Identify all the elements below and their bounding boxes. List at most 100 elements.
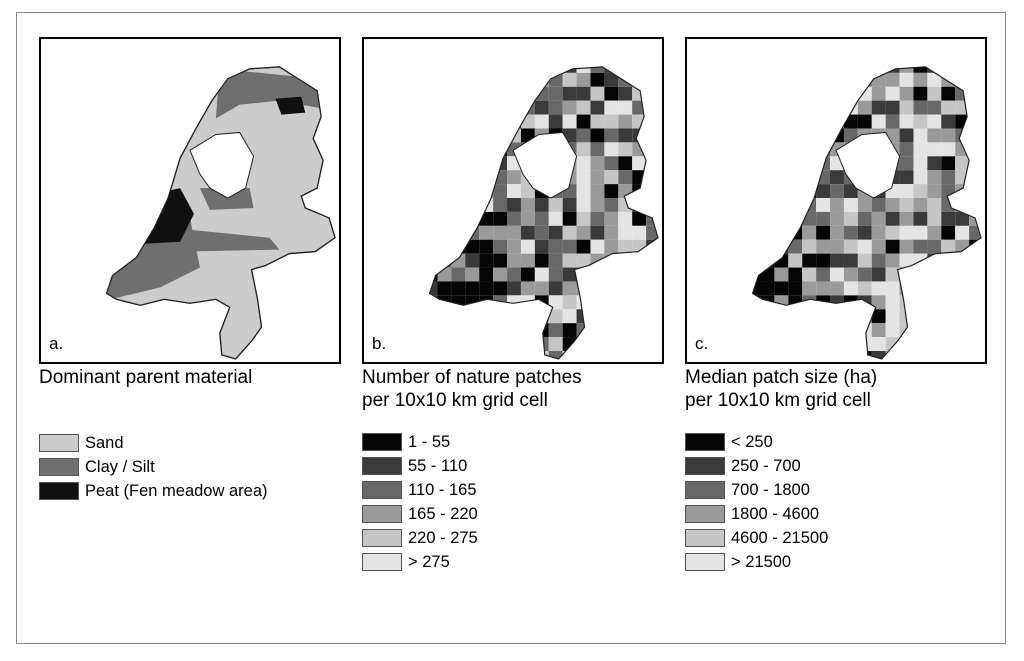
grid-cell (830, 198, 844, 212)
grid-cell (927, 156, 942, 171)
grid-cell (493, 128, 508, 143)
grid-cell (451, 86, 466, 101)
panel-label: b. (372, 334, 387, 353)
grid-cell (899, 86, 914, 101)
grid-cell (429, 267, 438, 282)
panel-title-line: Number of nature patches (362, 367, 582, 388)
grid-cell (632, 211, 647, 226)
legend-swatch (685, 505, 725, 523)
grid-cell (774, 142, 789, 157)
grid-cell (955, 295, 970, 310)
grid-cell (843, 337, 858, 351)
grid-cell (465, 142, 480, 157)
grid-cell (913, 100, 928, 115)
legend-item: Clay / Silt (39, 455, 345, 479)
grid-cell (465, 128, 480, 143)
grid-cell (857, 295, 872, 310)
grid-cell (816, 350, 831, 359)
grid-cell (983, 240, 985, 254)
grid-cell (752, 309, 761, 324)
grid-cell (562, 253, 577, 268)
legend-label: > 275 (408, 552, 450, 571)
grid-cell (465, 66, 480, 73)
grid-cell (899, 170, 914, 185)
grid-cell (590, 309, 605, 324)
grid-cell (507, 253, 521, 268)
grid-cell (660, 115, 662, 129)
grid-cell (830, 100, 844, 115)
grid-cell (774, 309, 789, 324)
grid-cell (816, 72, 831, 87)
grid-cell (437, 350, 452, 359)
grid-cell (955, 267, 970, 282)
grid-cell (941, 281, 956, 296)
grid-cell (830, 170, 844, 185)
grid-cell (885, 337, 900, 351)
grid-cell (927, 100, 942, 115)
grid-cell (774, 323, 789, 338)
legend-item: 250 - 700 (685, 454, 991, 478)
grid-cell (885, 72, 900, 87)
grid-cell (534, 281, 549, 296)
grid-cell (816, 267, 831, 282)
legend-label: 1800 - 4600 (731, 504, 820, 523)
grid-cell (465, 309, 480, 324)
grid-cell (760, 211, 775, 226)
grid-cell (913, 295, 928, 310)
grid-cell (479, 184, 494, 199)
grid-cell (752, 253, 761, 268)
grid-cell (885, 281, 900, 296)
grid-cell (941, 350, 956, 359)
grid-cell (843, 225, 858, 240)
grid-cell (520, 309, 535, 324)
grid-cell (969, 128, 982, 143)
grid-cell (604, 350, 619, 359)
grid-cell (760, 170, 775, 185)
grid-cell (830, 337, 844, 351)
grid-cell (507, 198, 521, 212)
grid-cell (429, 281, 438, 296)
grid-cell (983, 184, 985, 198)
grid-cell (857, 114, 872, 129)
figure-frame: a. Dominant parent material Sand Clay / … (16, 12, 1006, 644)
grid-cell (660, 59, 662, 73)
grid-cell (760, 156, 775, 171)
legend-swatch (362, 481, 402, 499)
grid-cell (830, 309, 844, 324)
grid-cell (604, 225, 619, 240)
grid-cell (604, 114, 619, 129)
grid-cell (437, 100, 452, 115)
grid-cell (479, 295, 494, 310)
grid-cell (788, 128, 803, 143)
grid-cell (660, 226, 662, 240)
grid-cell (774, 253, 789, 268)
grid-cell (760, 225, 775, 240)
grid-cell (660, 351, 662, 362)
grid-cell (437, 323, 452, 338)
grid-cell (646, 72, 659, 87)
grid-cell (562, 225, 577, 240)
grid-cell (493, 72, 508, 87)
grid-cell (590, 114, 605, 129)
grid-cell (604, 100, 619, 115)
legend-label: 4600 - 21500 (731, 528, 829, 547)
grid-cell (618, 128, 633, 143)
grid-cell (576, 170, 591, 185)
grid-cell (816, 337, 831, 351)
grid-cell (534, 309, 549, 324)
grid-cell (451, 309, 466, 324)
grid-cell (479, 323, 494, 338)
grid-cell (437, 281, 452, 296)
grid-cell (618, 295, 633, 310)
grid-cell (604, 198, 619, 212)
grid-cell (646, 66, 659, 73)
grid-cell (534, 295, 549, 310)
grid-cell (913, 323, 928, 338)
grid-cell (788, 337, 803, 351)
grid-cell (927, 309, 942, 324)
grid-cell (955, 211, 970, 226)
grid-cell (437, 184, 452, 199)
grid-cell (983, 268, 985, 282)
grid-cell (955, 86, 970, 101)
grid-cell (590, 323, 605, 338)
